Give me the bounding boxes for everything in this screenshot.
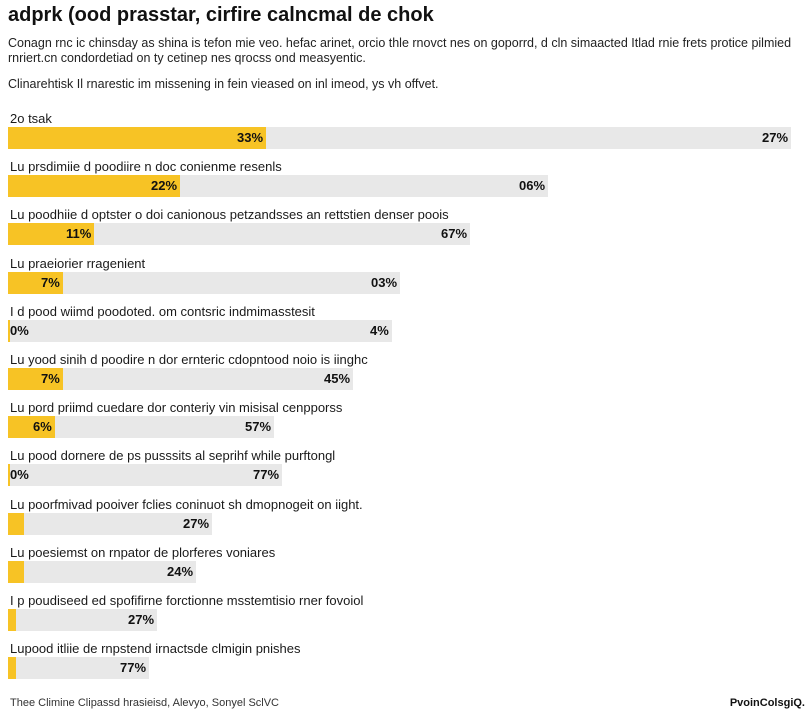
chart-note: Clinarehtisk Il rnarestic im missening i… (8, 77, 439, 91)
category-label: Lu praeiorier rragenient (10, 255, 146, 271)
bar-track (8, 319, 392, 342)
bar-total-label: 27% (128, 612, 155, 627)
bar-fill (8, 175, 180, 198)
bar-fill (8, 512, 24, 535)
bar-fill (8, 416, 55, 439)
category-label: Lu poodhiie d optster o doi canionous pe… (10, 207, 449, 223)
bar-total-label: 27% (762, 130, 789, 145)
category-label: Lu prsdimiie d poodiire n doc conienme r… (10, 159, 282, 175)
bar-total-label: 4% (370, 322, 389, 338)
bar-total-label: 77% (253, 467, 280, 483)
chart-subtitle: Conagn rnc ic chinsday as shina is tefon… (8, 36, 792, 65)
category-label: Lu poesiemst on rnpator de plorferes von… (10, 544, 276, 560)
category-label: Lupood itliie de rnpstend irnactsde clmi… (10, 641, 301, 657)
bar-fill (8, 223, 94, 246)
bar-value-label: 7% (41, 274, 60, 290)
category-label: I p poudiseed ed spofifirne forctionne m… (10, 593, 364, 608)
bar-fill (8, 560, 24, 583)
bar-track (8, 560, 196, 583)
bar-total-label: 03% (371, 274, 398, 290)
source-footnote: Thee Climine Clipassd hrasieisd, Alevyo,… (10, 697, 280, 709)
bar-fill (8, 319, 10, 342)
bar-total-label: 24% (167, 563, 194, 579)
bar-value-label: 6% (33, 419, 52, 435)
category-label: Lu pord priimd cuedare dor conteriy vin … (10, 400, 343, 416)
bar-total-label: 67% (441, 226, 468, 242)
category-label: 2o tsak (10, 111, 52, 126)
bar-track (8, 512, 212, 535)
category-label: I d pood wiimd poodoted. om contsric ind… (10, 303, 315, 319)
category-label: Lu pood dornere de ps pusssits al seprih… (10, 448, 336, 464)
bar-total-label: 06% (519, 178, 546, 194)
category-label: Lu poorfmivad pooiver fclies coninuot sh… (10, 496, 363, 512)
bar-track (8, 464, 282, 487)
bar-track (8, 223, 470, 246)
bar-value-label: 22% (151, 178, 178, 194)
bar-track (8, 271, 400, 294)
bar-total-label: 57% (245, 419, 272, 435)
bar-value-label: 0% (10, 467, 29, 483)
bar-fill (8, 657, 16, 680)
bar-total-label: 27% (183, 515, 210, 531)
bar-value-label: 33% (237, 130, 264, 145)
bar-total-label: 45% (324, 371, 351, 386)
brand-logo-text: PvoinColsgiQ. (729, 697, 805, 709)
bar-value-label: 0% (10, 322, 29, 338)
chart-title: adprk (ood prasstar, cirfire calncmal de… (8, 4, 434, 26)
bar-track (8, 416, 274, 439)
bar-track (8, 609, 157, 631)
bar-value-label: 7% (41, 371, 60, 386)
bar-fill (8, 464, 10, 487)
bar-track (8, 368, 353, 390)
bar-total-label: 77% (120, 660, 147, 676)
bar-track (8, 657, 149, 680)
bar-fill (8, 127, 266, 149)
bar-fill (8, 609, 16, 631)
bar-fill (8, 271, 63, 294)
bar-value-label: 11% (66, 226, 92, 242)
category-label: Lu yood sinih d poodire n dor ernteric c… (10, 352, 368, 367)
bar-fill (8, 368, 63, 390)
